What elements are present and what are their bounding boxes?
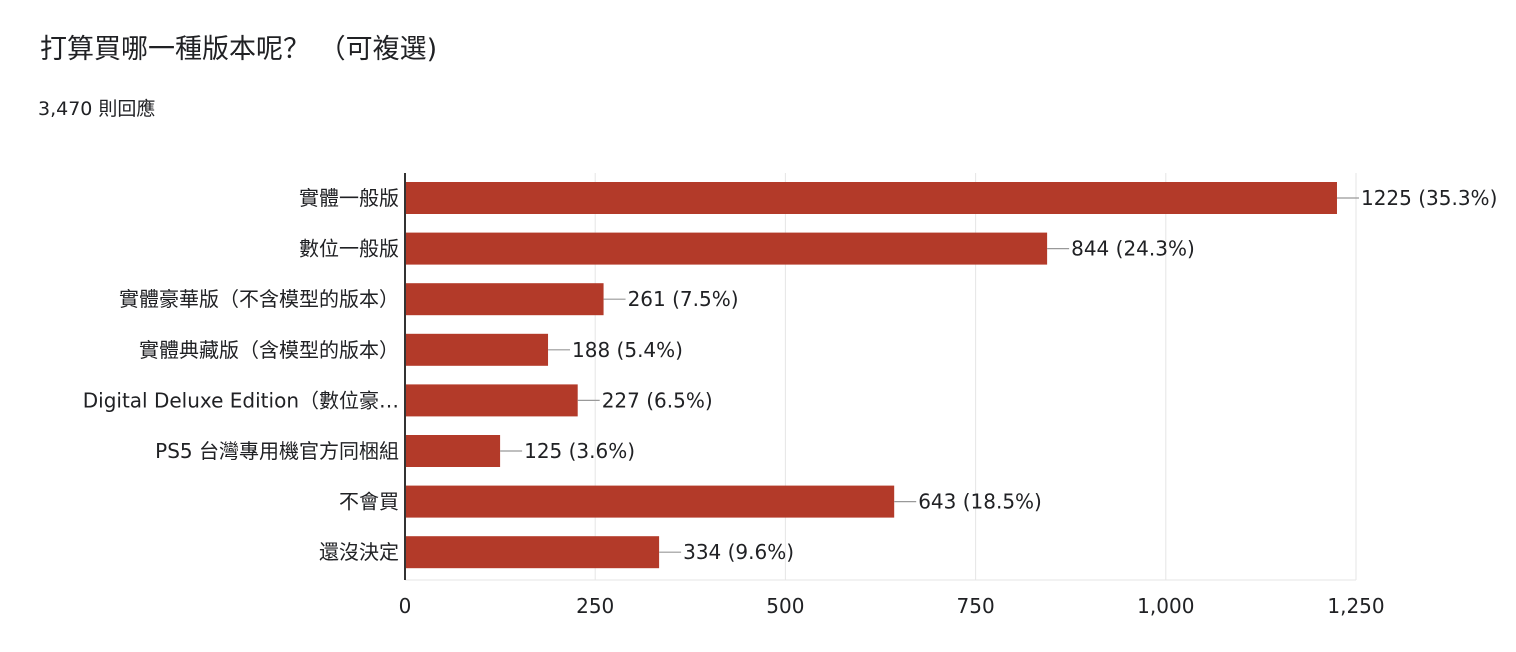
data-label: 334 (9.6%) <box>683 540 794 564</box>
data-label: 188 (5.4%) <box>572 338 683 362</box>
category-label: Digital Deluxe Edition（數位豪… <box>83 388 399 412</box>
category-label: 還沒決定 <box>319 540 399 564</box>
x-tick-label: 500 <box>766 594 804 618</box>
data-label: 844 (24.3%) <box>1071 237 1195 261</box>
bar <box>405 384 578 417</box>
response-count: 3,470 則回應 <box>38 98 156 120</box>
category-label: 實體典藏版（含模型的版本） <box>139 338 399 362</box>
bar <box>405 283 604 316</box>
data-label: 1225 (35.3%) <box>1361 186 1497 210</box>
question-title: 打算買哪一種版本呢？ （可複選) <box>40 34 438 65</box>
data-label: 261 (7.5%) <box>628 287 739 311</box>
data-label: 125 (3.6%) <box>524 439 635 463</box>
bar <box>405 333 549 366</box>
x-tick-label: 750 <box>957 594 995 618</box>
category-label: 不會買 <box>339 490 399 514</box>
category-label: 數位一般版 <box>299 237 399 261</box>
x-tick-label: 1,250 <box>1327 594 1384 618</box>
data-label: 227 (6.5%) <box>602 388 713 412</box>
x-tick-label: 1,000 <box>1137 594 1194 618</box>
bar <box>405 435 501 467</box>
bar <box>405 182 1337 214</box>
category-label: PS5 台灣專用機官方同梱組 <box>155 439 399 463</box>
x-tick-label: 250 <box>576 594 614 618</box>
category-label: 實體一般版 <box>299 186 399 210</box>
bar <box>405 536 660 569</box>
data-label: 643 (18.5%) <box>918 490 1042 514</box>
bar <box>405 485 895 518</box>
category-label: 實體豪華版（不含模型的版本） <box>119 287 399 311</box>
bar <box>405 232 1048 265</box>
x-tick-label: 0 <box>399 594 412 618</box>
